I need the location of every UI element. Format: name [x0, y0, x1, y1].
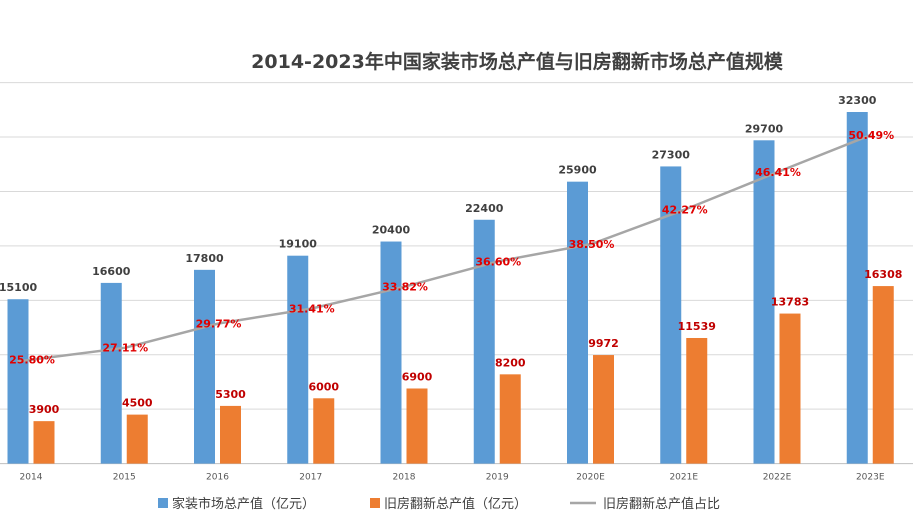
- legend-label-renovation: 旧房翻新总产值（亿元）: [384, 496, 527, 512]
- label-renovation-2023E: 16308: [864, 268, 902, 281]
- label-renovation-2019: 8200: [495, 356, 526, 369]
- label-home-decor-2016: 17800: [185, 252, 224, 265]
- label-ratio-2014: 25.80%: [9, 354, 55, 367]
- label-ratio-2015: 27.11%: [102, 342, 148, 355]
- label-ratio-2019: 36.60%: [475, 255, 521, 268]
- bar-renovation-2016: [220, 405, 241, 464]
- bar-home-decor-2021E: [660, 166, 682, 464]
- bar-renovation-2019: [499, 374, 521, 464]
- bar-home-decor-2018: [380, 241, 402, 464]
- label-ratio-2021E: 42.27%: [662, 204, 708, 217]
- gridlines: [0, 82, 913, 465]
- label-home-decor-2019: 22400: [465, 202, 504, 215]
- label-home-decor-2015: 16600: [92, 265, 131, 278]
- label-renovation-2016: 5300: [215, 388, 246, 401]
- x-tick-2018: 2018: [393, 473, 416, 483]
- bar-renovation-2023E: [872, 286, 894, 464]
- bar-home-decor-2020E: [567, 181, 588, 464]
- label-home-decor-2022E: 29700: [745, 122, 784, 135]
- label-ratio-2016: 29.77%: [196, 317, 242, 330]
- label-ratio-2018: 33.82%: [382, 281, 428, 294]
- label-home-decor-2021E: 27300: [652, 148, 691, 161]
- bar-home-decor-2016: [194, 269, 215, 464]
- x-tick-2023E: 2023E: [856, 473, 885, 483]
- x-tick-2021E: 2021E: [669, 473, 698, 483]
- chart-title: 2014-2023年中国家装市场总产值与旧房翻新市场总产值规模: [251, 50, 784, 73]
- label-home-decor-2017: 19100: [279, 238, 318, 251]
- legend-label-home-decor: 家装市场总产值（亿元）: [172, 496, 315, 512]
- label-renovation-2017: 6000: [308, 380, 339, 393]
- label-home-decor-2020E: 25900: [558, 164, 597, 177]
- bar-renovation-2020E: [593, 355, 614, 464]
- bar-renovation-2014: [33, 421, 55, 464]
- legend: 家装市场总产值（亿元） 旧房翻新总产值（亿元） 旧房翻新总产值占比: [158, 496, 720, 512]
- label-renovation-2015: 4500: [122, 397, 153, 410]
- ratio-line-group: [16, 133, 872, 363]
- bar-renovation-2022E: [779, 313, 801, 464]
- label-renovation-2021E: 11539: [678, 320, 716, 333]
- label-home-decor-2014: 15100: [0, 281, 37, 294]
- bar-renovation-2021E: [686, 337, 708, 464]
- x-tick-2017: 2017: [299, 473, 322, 483]
- legend-label-ratio: 旧房翻新总产值占比: [603, 496, 720, 512]
- data-labels-group: 15100 3900 16600 4500 17800 5300 19100 6000 2040…: [0, 94, 902, 416]
- bar-home-decor-2017: [287, 255, 309, 464]
- label-home-decor-2023E: 32300: [838, 94, 877, 107]
- bar-home-decor-2019: [473, 219, 495, 464]
- bar-renovation-2017: [313, 398, 335, 464]
- bars-group: [7, 112, 894, 464]
- label-renovation-2022E: 13783: [771, 296, 809, 309]
- bar-home-decor-2014: [7, 299, 29, 464]
- legend-swatch-home-decor: [158, 498, 168, 508]
- label-renovation-2018: 6900: [402, 370, 433, 383]
- x-axis-ticks: 2014 2015 2016 2017 2018 2019 2020E 2021E 2022E 2…: [20, 473, 885, 483]
- label-renovation-2014: 3900: [29, 403, 60, 416]
- label-ratio-2023E: 50.49%: [848, 129, 894, 142]
- label-renovation-2020E: 9972: [588, 337, 619, 350]
- label-ratio-2020E: 38.50%: [569, 238, 615, 251]
- bar-home-decor-2015: [100, 282, 122, 464]
- bar-renovation-2018: [406, 388, 428, 464]
- legend-swatch-renovation: [370, 498, 380, 508]
- label-home-decor-2018: 20400: [372, 224, 411, 237]
- label-ratio-2022E: 46.41%: [755, 166, 801, 179]
- bar-home-decor-2022E: [753, 140, 775, 464]
- label-ratio-2017: 31.41%: [289, 303, 335, 316]
- x-tick-2020E: 2020E: [576, 473, 605, 483]
- x-tick-2019: 2019: [486, 473, 509, 483]
- x-tick-2014: 2014: [20, 473, 43, 483]
- bar-home-decor-2023E: [846, 112, 868, 464]
- x-tick-2016: 2016: [206, 473, 229, 483]
- x-tick-2015: 2015: [113, 473, 136, 483]
- x-tick-2022E: 2022E: [763, 473, 792, 483]
- ratio-line: [16, 133, 872, 363]
- bar-renovation-2015: [126, 414, 148, 464]
